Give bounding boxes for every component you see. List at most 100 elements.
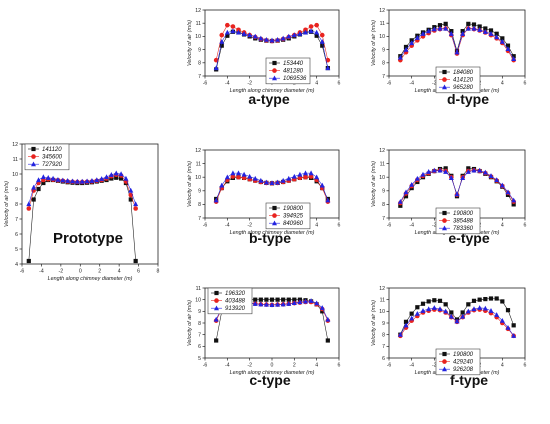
data-point: [511, 56, 517, 61]
legend-entry: 190800: [453, 352, 474, 358]
series-926208: [397, 305, 517, 338]
data-point: [471, 25, 477, 31]
x-tick-label: 4: [501, 81, 504, 87]
data-point: [269, 297, 275, 302]
data-point: [319, 182, 325, 188]
y-tick-label: 5: [198, 356, 201, 362]
data-point: [319, 305, 325, 310]
legend-marker: [442, 210, 447, 216]
data-point: [280, 301, 286, 307]
data-point: [258, 35, 264, 41]
prototype-panel: -6 -4 -2 0 2 4 6 8 4 5 6 7 8 9 10 11 12 Length along chim…: [4, 142, 160, 282]
panel-label: d-type: [447, 91, 489, 107]
y-tick-label: 8: [382, 332, 385, 338]
y-tick-label: 10: [379, 175, 385, 181]
data-point: [31, 184, 37, 190]
data-point: [511, 197, 517, 203]
y-tick-label: 11: [380, 21, 385, 27]
y-tick-label: 11: [380, 297, 385, 303]
legend-entry: 840960: [283, 221, 304, 227]
series-line: [400, 168, 514, 206]
legend-entry: 394925: [283, 214, 304, 220]
y-tick-label: 7: [198, 74, 201, 80]
data-point: [308, 24, 314, 29]
data-point: [247, 32, 253, 38]
y-tick-label: 12: [379, 286, 385, 292]
x-tick-label: -2: [432, 81, 437, 87]
legend-marker: [272, 205, 277, 211]
data-point: [488, 28, 494, 33]
data-point: [483, 296, 488, 302]
x-tick-label: 6: [524, 363, 527, 369]
data-point: [89, 178, 95, 183]
data-point: [494, 31, 499, 36]
data-point: [219, 38, 225, 44]
y-tick-label: 12: [12, 142, 18, 148]
data-point: [297, 175, 303, 181]
data-point: [286, 297, 291, 302]
data-point: [443, 302, 448, 307]
data-point: [74, 178, 80, 184]
y-tick-label: 10: [379, 34, 385, 40]
legend-marker: [442, 359, 447, 364]
data-point: [494, 177, 500, 183]
data-point: [94, 177, 100, 183]
legend-marker: [31, 146, 36, 152]
data-point: [263, 37, 269, 42]
x-tick-label: 6: [524, 81, 527, 87]
x-tick-label: 6: [524, 223, 527, 229]
data-point: [219, 182, 225, 188]
data-point: [409, 311, 414, 316]
y-axis-label: Velocity of air (m/s): [4, 181, 10, 227]
legend-marker: [214, 298, 219, 303]
y-tick-label: 8: [15, 202, 18, 208]
data-point: [275, 37, 281, 42]
legend-marker: [272, 220, 277, 226]
series-840960: [213, 170, 331, 203]
data-point: [431, 305, 437, 310]
legend-marker: [272, 75, 277, 81]
f-type-panel: -6-4-202466789101112Length along chimney…: [371, 286, 527, 388]
panel-label: f-type: [450, 372, 488, 388]
data-point: [31, 197, 36, 202]
y-tick-label: 11: [196, 286, 201, 292]
a-type-panel: -6-4-20246789101112Length along chimney …: [187, 8, 341, 107]
data-point: [449, 310, 454, 315]
data-point: [415, 305, 420, 310]
y-tick-label: 10: [12, 172, 18, 178]
y-tick-label: 11: [13, 157, 18, 163]
data-point: [477, 305, 483, 310]
legend-entry: 196320: [225, 291, 246, 297]
legend-marker: [31, 154, 36, 159]
data-point: [230, 174, 236, 179]
y-tick-label: 12: [195, 148, 201, 154]
legend-entry: 965280: [453, 85, 474, 91]
x-tick-label: 8: [157, 269, 160, 275]
data-point: [499, 317, 505, 323]
data-point: [230, 28, 236, 34]
x-tick-label: -6: [387, 223, 392, 229]
x-tick-label: 6: [137, 269, 140, 275]
legend-entry: 190800: [453, 211, 474, 217]
series-414120: [398, 26, 516, 63]
data-point: [213, 316, 219, 322]
data-point: [292, 297, 297, 302]
x-tick-label: -4: [409, 81, 414, 87]
data-point: [65, 178, 71, 183]
data-point: [291, 173, 297, 179]
data-point: [432, 298, 437, 303]
y-tick-label: 8: [382, 61, 385, 67]
data-point: [414, 35, 420, 40]
x-tick-label: 6: [338, 81, 341, 87]
data-point: [303, 170, 308, 176]
data-point: [314, 300, 320, 306]
data-point: [403, 322, 409, 328]
data-point: [104, 174, 110, 180]
data-point: [460, 313, 466, 319]
x-axis-label: Length along chimney diameter (m): [230, 370, 315, 376]
data-point: [258, 301, 264, 307]
data-point: [471, 167, 477, 173]
data-point: [225, 33, 230, 38]
data-point: [488, 296, 494, 301]
